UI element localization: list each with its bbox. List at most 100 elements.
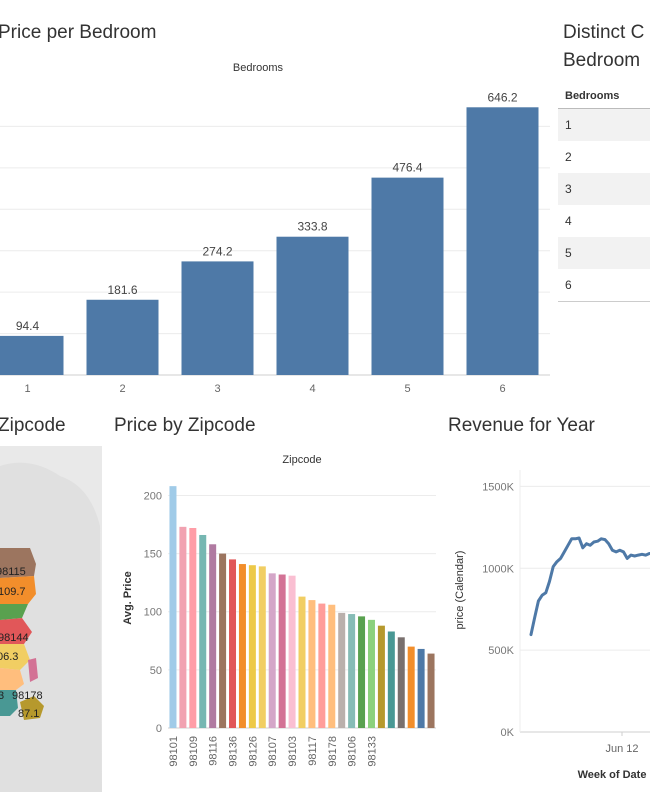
bar[interactable] xyxy=(397,637,405,728)
bar[interactable] xyxy=(288,575,296,728)
map-label: 109.7 xyxy=(0,586,26,598)
bedroom-chart-xlabel: Bedrooms xyxy=(233,62,284,74)
zip-map-title: Zipcode xyxy=(0,415,66,436)
tick-label: 98178 xyxy=(327,736,339,767)
zipcode-map[interactable]: 98115 109.7 98144 06.3 98178 87.1 3 xyxy=(0,446,102,792)
bar[interactable] xyxy=(229,559,237,728)
distinct-table-title: Distinct C xyxy=(563,22,645,43)
bar[interactable] xyxy=(371,177,444,375)
y-tick-label: 0 xyxy=(156,723,162,735)
x-tick-label: Jun 12 xyxy=(605,743,638,755)
map-label: 3 xyxy=(0,690,5,702)
table-row[interactable]: 3 xyxy=(558,173,650,205)
zipcode-map-shapes xyxy=(0,462,102,792)
bar[interactable] xyxy=(268,573,276,728)
bar[interactable] xyxy=(367,619,375,728)
bar[interactable] xyxy=(179,526,187,728)
tick-label: 5 xyxy=(404,383,410,395)
bar[interactable] xyxy=(318,603,326,728)
y-tick-label: 100 xyxy=(144,607,162,619)
bar[interactable] xyxy=(181,261,254,375)
table-row[interactable]: 2 xyxy=(565,150,572,164)
tick-label: 98126 xyxy=(247,736,259,767)
tick-label: 3 xyxy=(214,383,220,395)
map-region[interactable] xyxy=(0,668,24,690)
table-row[interactable]: 4 xyxy=(565,214,572,228)
tick-label: 98117 xyxy=(307,736,319,766)
series-line[interactable] xyxy=(529,536,650,637)
bar[interactable] xyxy=(328,604,336,728)
data-label: 646.2 xyxy=(487,90,517,104)
map-region[interactable] xyxy=(20,696,44,720)
bar[interactable] xyxy=(427,653,435,728)
bar[interactable] xyxy=(407,646,415,728)
bar[interactable] xyxy=(169,486,177,728)
tick-label: 98109 xyxy=(188,736,200,767)
map-label: 87.1 xyxy=(18,708,40,720)
distinct-table-title-line2: Bedroom xyxy=(563,50,641,71)
bar[interactable] xyxy=(278,574,286,728)
bar[interactable] xyxy=(387,631,395,728)
bar[interactable] xyxy=(258,566,266,728)
table-row[interactable]: 1 xyxy=(558,109,650,141)
bar[interactable] xyxy=(189,528,197,728)
data-label: 333.8 xyxy=(297,220,327,234)
y-tick-label: 200 xyxy=(144,490,162,502)
bar[interactable] xyxy=(199,534,207,728)
bar[interactable] xyxy=(276,236,349,375)
map-region[interactable] xyxy=(0,644,30,670)
bar[interactable] xyxy=(248,565,256,728)
data-label: 274.2 xyxy=(202,244,232,258)
table-row[interactable]: 6 xyxy=(565,278,572,292)
map-label: 98115 xyxy=(0,566,26,578)
bar[interactable] xyxy=(358,616,366,728)
table-bottom-border xyxy=(558,301,650,302)
tick-label: 98101 xyxy=(168,736,180,767)
tick-label: 98103 xyxy=(287,736,299,767)
map-region[interactable] xyxy=(0,690,18,716)
data-label: 476.4 xyxy=(392,161,422,175)
bar[interactable] xyxy=(466,107,539,375)
map-region[interactable] xyxy=(28,658,38,682)
bar[interactable] xyxy=(238,564,246,728)
bedroom-chart-title: Price per Bedroom xyxy=(0,22,157,43)
table-row[interactable]: 5 xyxy=(558,237,650,269)
table-header: Bedrooms xyxy=(558,86,650,109)
tick-label: 98136 xyxy=(228,736,240,767)
map-label: 98178 xyxy=(12,690,43,702)
tick-label: 98106 xyxy=(347,736,359,767)
bar[interactable] xyxy=(209,544,217,728)
map-region[interactable] xyxy=(0,618,32,644)
zip-chart-xlabel: Zipcode xyxy=(282,454,321,466)
tick-label: 6 xyxy=(499,383,505,395)
bar[interactable] xyxy=(338,612,346,728)
map-region[interactable] xyxy=(0,576,36,604)
revenue-chart-title: Revenue for Year xyxy=(448,415,595,436)
bar[interactable] xyxy=(348,614,356,728)
data-label: 181.6 xyxy=(107,283,137,297)
bar[interactable] xyxy=(308,600,316,728)
distinct-count-table: Bedrooms 1 2 3 4 5 6 xyxy=(558,86,650,302)
bar[interactable] xyxy=(377,625,385,728)
bar[interactable] xyxy=(0,335,64,375)
y-tick-label: 50 xyxy=(150,665,162,677)
tick-label: 98107 xyxy=(267,736,279,767)
table-body: 1 2 3 4 5 6 xyxy=(558,109,650,301)
bar[interactable] xyxy=(219,553,227,728)
tick-label: 4 xyxy=(309,383,315,395)
bar[interactable] xyxy=(86,299,159,375)
y-tick-label: 150 xyxy=(144,549,162,561)
tick-label: 2 xyxy=(119,383,125,395)
map-region[interactable] xyxy=(0,548,36,578)
tick-label: 98133 xyxy=(366,736,378,767)
y-tick-label: 1000K xyxy=(482,563,514,575)
map-region[interactable] xyxy=(0,604,28,620)
zip-chart-title: Price by Zipcode xyxy=(114,415,256,436)
y-tick-label: 1500K xyxy=(482,481,514,493)
revenue-chart-ylabel: price (Calendar) xyxy=(454,551,466,630)
bar[interactable] xyxy=(298,596,306,728)
bar[interactable] xyxy=(417,648,425,728)
tick-label: 98116 xyxy=(208,736,220,766)
revenue-chart-xlabel: Week of Date xyxy=(578,769,647,781)
